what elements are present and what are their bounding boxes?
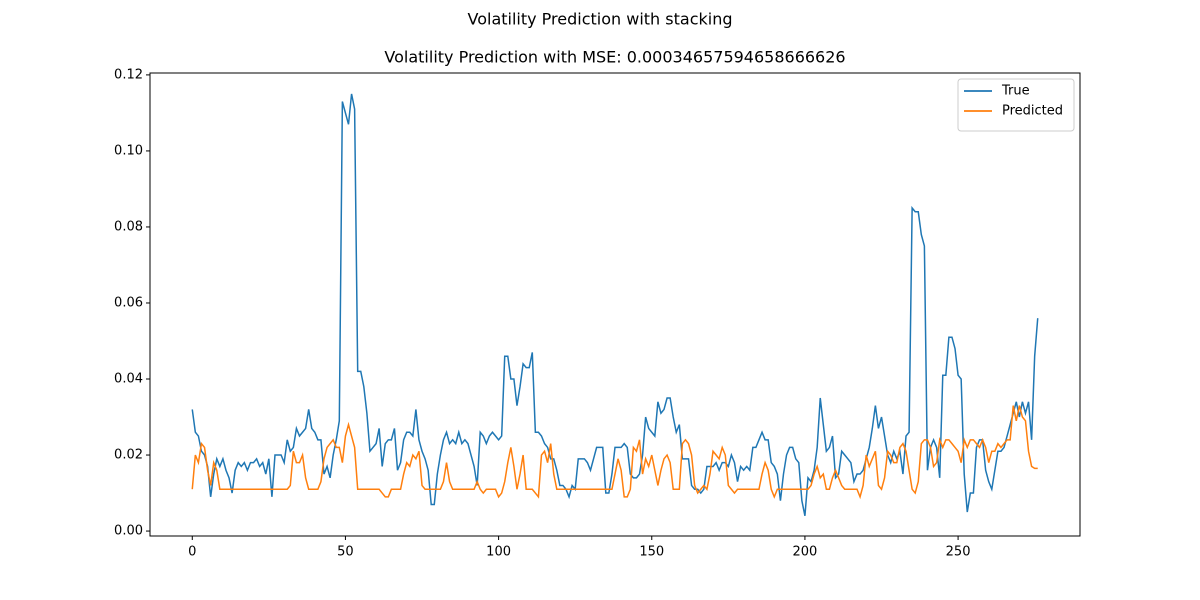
y-tick-label: 0.02	[114, 448, 143, 463]
y-tick-label: 0.12	[114, 67, 143, 82]
x-tick-label: 50	[337, 545, 354, 560]
x-tick-label: 0	[188, 545, 196, 560]
figure-title: Volatility Prediction with stacking	[468, 10, 733, 29]
plot-frame	[149, 72, 1081, 537]
y-tick-label: 0.00	[114, 524, 143, 539]
legend-box	[957, 78, 1075, 132]
y-tick-label: 0.08	[114, 219, 143, 234]
legend-label: Predicted	[1002, 104, 1063, 119]
series-line	[191, 405, 1038, 500]
y-tick-label: 0.04	[114, 372, 143, 387]
x-tick-label: 200	[793, 545, 818, 560]
x-tick-label: 100	[486, 545, 511, 560]
chart-title: Volatility Prediction with MSE: 0.000346…	[384, 48, 845, 67]
y-tick-label: 0.06	[114, 295, 143, 310]
legend-label: True	[1001, 84, 1030, 99]
y-tick-label: 0.10	[114, 143, 143, 158]
series-line	[191, 93, 1039, 516]
x-tick-label: 150	[639, 545, 664, 560]
x-tick-label: 250	[946, 545, 971, 560]
